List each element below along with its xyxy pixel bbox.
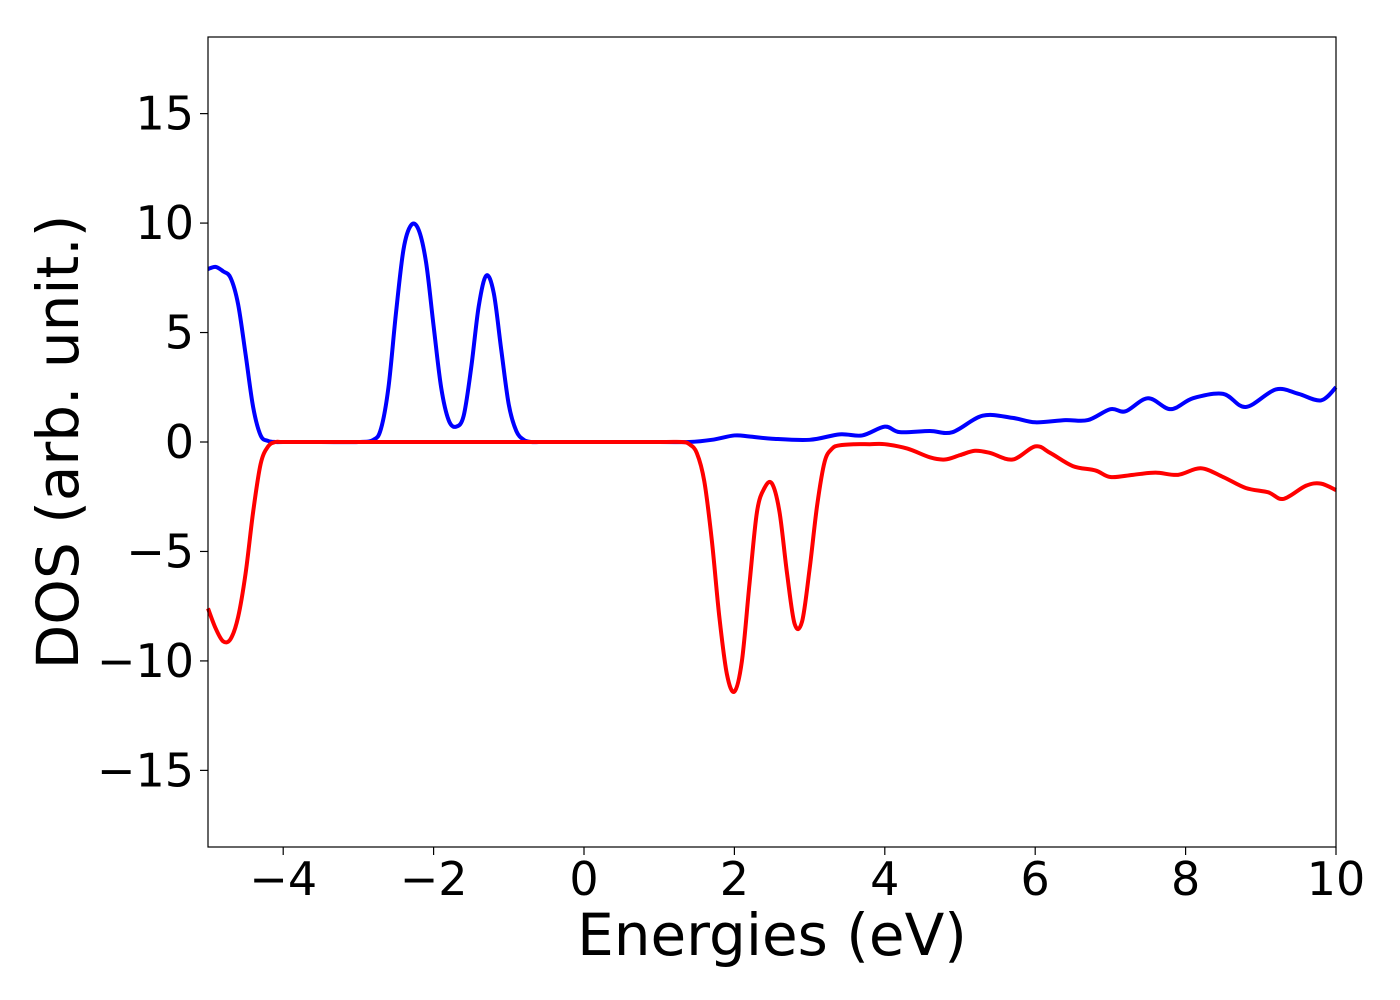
x-tick-label: 2 [720,852,749,906]
x-tick-label: −2 [400,852,468,906]
y-tick-label: 0 [165,415,194,469]
y-tick-label: −10 [97,634,194,688]
y-tick-label: 10 [135,196,194,250]
y-axis-label: DOS (arb. unit.) [24,215,92,670]
y-axis-ticks: −15 −10 −5 0 5 10 15 [97,87,208,797]
y-tick-label: 5 [165,306,194,360]
x-axis-label: Energies (eV) [577,901,967,969]
y-tick-label: 15 [135,87,194,141]
y-tick-label: −15 [97,743,194,797]
x-tick-label: 6 [1021,852,1050,906]
series-layer [206,221,1338,694]
x-tick-label: 10 [1307,852,1366,906]
x-tick-label: 8 [1171,852,1200,906]
y-tick-label: −5 [126,524,194,578]
x-tick-label: 4 [870,852,899,906]
x-tick-label: 0 [569,852,598,906]
series-line-red [206,439,1337,694]
x-tick-label: −4 [249,852,317,906]
x-axis-ticks: −4 −2 0 2 4 6 8 10 [249,847,1365,906]
